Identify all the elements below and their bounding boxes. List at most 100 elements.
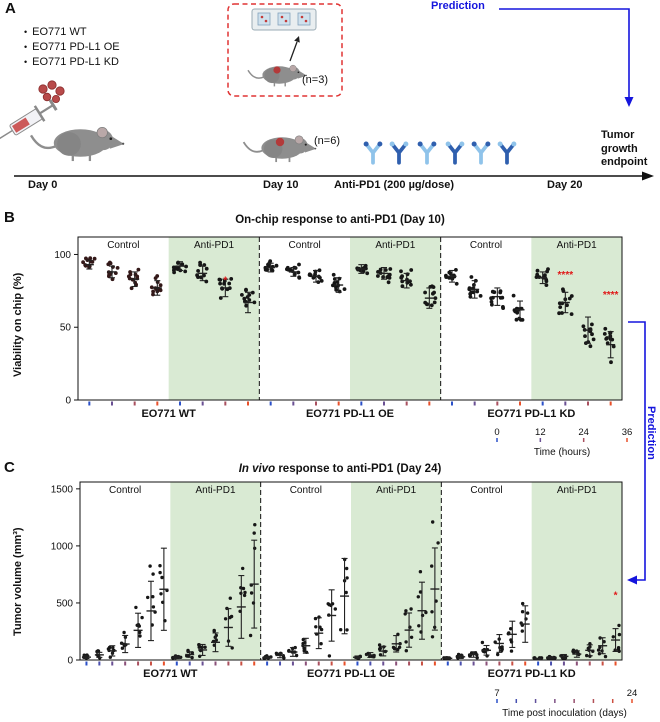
dot-column: [171, 260, 189, 275]
dot-column: [287, 645, 299, 658]
tumor-dot: [275, 137, 285, 147]
mouse-n-label: (n=6): [314, 135, 340, 147]
antibody-icon: [445, 141, 465, 165]
dot-column: [571, 648, 582, 658]
day10-label: Day 10: [263, 179, 299, 191]
panel-c-title-italic: In vivo: [238, 463, 276, 475]
syringe-icon: [0, 99, 58, 141]
panel-b-label: B: [4, 209, 15, 226]
dot-column: [307, 268, 324, 284]
dot-column: [355, 263, 370, 276]
legend-tick-label: 7: [494, 688, 499, 699]
condition-label: Anti-PD1: [375, 240, 415, 251]
cell-line-item: EO771 PD-L1 OE: [24, 40, 120, 55]
dot-column: [197, 643, 208, 658]
tumor-cells-icon: [38, 80, 65, 104]
endpoint-line: endpoint: [601, 156, 648, 168]
legend-label: Time (hours): [534, 447, 590, 458]
antipd1-shaded-region: [350, 237, 441, 400]
legend-tick-label: 0: [494, 427, 499, 438]
dot-column: [423, 284, 438, 309]
dot-column: [211, 628, 220, 653]
mouse-to-chip-arrowhead: [294, 36, 300, 43]
dot-column: [455, 652, 466, 660]
condition-label: Anti-PD1: [194, 240, 234, 251]
group-label: EO771 PD-L1 KD: [487, 408, 575, 420]
dot-column: [195, 260, 209, 284]
dot-column: [546, 654, 557, 660]
cell-line-item: EO771 WT: [24, 25, 120, 40]
treatment-label: Anti-PD1 (200 µg/dose): [334, 179, 455, 191]
prediction-label-top: Prediction: [431, 0, 485, 12]
legend-tick-label: 24: [578, 427, 589, 438]
panel-b-title: On-chip response to anti-PD1 (Day 10): [235, 214, 445, 226]
dot-column: [467, 275, 483, 299]
prediction-arrow-b-to-c: [627, 321, 646, 585]
dot-column: [326, 589, 337, 658]
prediction-arrow-a: [499, 8, 630, 98]
dot-column: [223, 596, 234, 650]
dot-column: [119, 630, 130, 654]
cell-line-list: EO771 WT EO771 PD-L1 OE EO771 PD-L1 KD: [24, 25, 120, 70]
panel-a-label: A: [5, 0, 16, 17]
dot-column: [557, 287, 574, 316]
dot-column: [352, 654, 362, 660]
cell-line-item: EO771 PD-L1 KD: [24, 55, 120, 70]
day0-label: Day 0: [28, 179, 58, 191]
dot-column: [399, 268, 414, 289]
antipd1-shaded-region: [531, 237, 622, 400]
dot-column: [274, 651, 286, 660]
group-label: EO771 PD-L1 KD: [488, 668, 576, 680]
condition-label: Control: [470, 485, 502, 496]
dot-column: [559, 653, 569, 660]
dot-column: [263, 259, 279, 273]
onchip-chart: 0 50 100 Control Anti-PD1 * Control Anti-PD1 Con…: [54, 236, 632, 458]
dot-column: [391, 632, 402, 653]
dot-column: [377, 643, 388, 657]
panel-a-schematic: [0, 3, 654, 181]
tumor-chip-icon: [251, 8, 317, 31]
panel-c-title: In vivo response to anti-PD1 (Day 24): [40, 463, 640, 475]
dot-column: [94, 649, 104, 660]
dot-column: [248, 523, 259, 638]
tumor-dot: [273, 66, 281, 74]
condition-label: Anti-PD1: [557, 485, 597, 496]
endpoint-label: Tumor growth endpoint: [601, 129, 647, 170]
condition-label: Control: [470, 240, 502, 251]
dot-column: [534, 267, 550, 287]
significance-marker: ****: [603, 290, 619, 301]
cell-line-label: EO771 PD-L1 KD: [32, 56, 119, 68]
dot-column: [596, 636, 608, 659]
condition-label: Control: [109, 485, 141, 496]
dot-column: [301, 637, 311, 654]
dot-column: [81, 256, 97, 270]
invivo-chart: 0 500 1000 1500 Control Anti-PD1 Control Anti-P…: [51, 481, 637, 719]
cell-line-label: EO771 PD-L1 OE: [32, 41, 120, 53]
dot-column: [236, 566, 247, 639]
antibody-icon: [497, 141, 517, 165]
dot-column: [489, 287, 505, 310]
condition-label: Control: [107, 240, 139, 251]
dot-column: [581, 316, 596, 349]
y-tick-label: 500: [56, 598, 73, 609]
dot-column: [364, 651, 376, 659]
plot-frame: [79, 481, 623, 661]
cell-line-label: EO771 WT: [32, 26, 87, 38]
condition-label: Anti-PD1: [195, 485, 235, 496]
dot-column: [313, 615, 324, 650]
dot-column: [106, 645, 117, 659]
prediction-arrowhead-a: [624, 97, 634, 107]
dot-column: [480, 640, 491, 658]
dot-column: [532, 656, 544, 660]
y-tick-label: 0: [67, 656, 73, 667]
dot-column: [285, 262, 302, 280]
condition-label: Anti-PD1: [557, 240, 597, 251]
chip-dashed-box: [227, 3, 343, 97]
group-label: EO771 PD-L1 OE: [306, 408, 394, 420]
panel-c-title-rest: response to anti-PD1 (Day 24): [275, 463, 442, 475]
dot-column: [331, 272, 347, 294]
y-tick-label: 100: [54, 250, 71, 261]
antibody-icon: [389, 141, 409, 165]
significance-marker: ****: [558, 270, 574, 281]
dot-column: [171, 654, 183, 660]
